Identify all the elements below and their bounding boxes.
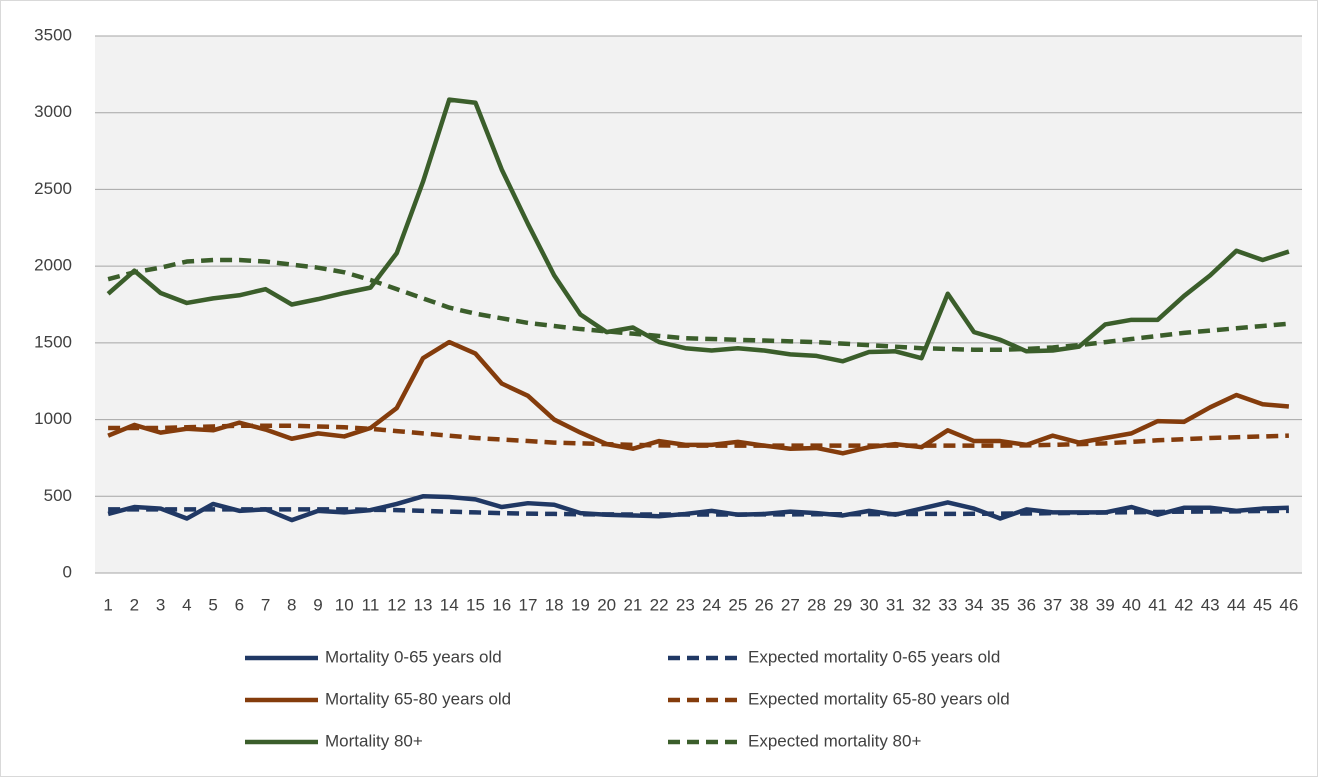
x-tick-label: 11 <box>362 595 380 614</box>
x-tick-label: 3 <box>156 595 165 614</box>
x-tick-label: 41 <box>1148 595 1167 614</box>
x-tick-label: 28 <box>807 595 826 614</box>
x-tick-label: 20 <box>597 595 616 614</box>
x-tick-label: 10 <box>335 595 354 614</box>
x-tick-label: 4 <box>182 595 191 614</box>
y-tick-label: 1000 <box>34 409 72 428</box>
x-tick-label: 27 <box>781 595 800 614</box>
x-tick-label: 38 <box>1070 595 1089 614</box>
legend-label: Mortality 80+ <box>325 731 423 750</box>
x-tick-label: 19 <box>571 595 590 614</box>
x-tick-label: 6 <box>235 595 244 614</box>
legend-label: Expected mortality 65-80 years old <box>748 689 1010 708</box>
y-tick-label: 500 <box>44 486 72 505</box>
x-tick-label: 24 <box>702 595 721 614</box>
x-tick-label: 5 <box>208 595 217 614</box>
x-tick-label: 23 <box>676 595 695 614</box>
x-tick-label: 31 <box>886 595 905 614</box>
legend-label: Mortality 0-65 years old <box>325 647 502 666</box>
x-tick-label: 16 <box>492 595 511 614</box>
series-line <box>108 423 1289 448</box>
x-tick-label: 22 <box>650 595 669 614</box>
x-tick-label: 1 <box>103 595 112 614</box>
x-tick-label: 39 <box>1096 595 1115 614</box>
legend-label: Expected mortality 80+ <box>748 731 921 750</box>
x-tick-label: 36 <box>1017 595 1036 614</box>
legend-label: Mortality 65-80 years old <box>325 689 511 708</box>
x-tick-label: 14 <box>440 595 459 614</box>
series-line <box>106 97 1290 364</box>
x-tick-label: 42 <box>1174 595 1193 614</box>
y-tick-label: 0 <box>63 562 72 581</box>
y-tick-label: 1500 <box>34 332 72 351</box>
x-tick-label: 2 <box>130 595 139 614</box>
x-tick-label: 46 <box>1279 595 1298 614</box>
series-line <box>107 257 1290 353</box>
x-tick-label: 18 <box>545 595 564 614</box>
series-line <box>108 507 1289 517</box>
y-tick-label: 2000 <box>34 256 72 275</box>
x-tick-label: 35 <box>991 595 1010 614</box>
x-tick-label: 13 <box>414 595 433 614</box>
plot-area <box>95 36 1302 573</box>
x-tick-label: 34 <box>965 595 984 614</box>
x-tick-label: 12 <box>387 595 406 614</box>
y-tick-label: 3000 <box>34 102 72 121</box>
x-tick-label: 8 <box>287 595 296 614</box>
y-tick-label: 2500 <box>34 179 72 198</box>
x-tick-label: 7 <box>261 595 270 614</box>
x-tick-label: 9 <box>313 595 322 614</box>
x-tick-label: 25 <box>728 595 747 614</box>
x-tick-label: 21 <box>623 595 642 614</box>
x-tick-label: 45 <box>1253 595 1272 614</box>
x-tick-label: 44 <box>1227 595 1246 614</box>
x-tick-label: 17 <box>518 595 537 614</box>
x-tick-label: 29 <box>833 595 852 614</box>
legend-label: Expected mortality 0-65 years old <box>748 647 1000 666</box>
x-tick-label: 26 <box>755 595 774 614</box>
x-tick-label: 43 <box>1201 595 1220 614</box>
x-tick-label: 32 <box>912 595 931 614</box>
x-tick-label: 37 <box>1043 595 1062 614</box>
y-tick-label: 3500 <box>34 25 72 44</box>
x-tick-label: 15 <box>466 595 485 614</box>
x-tick-label: 40 <box>1122 595 1141 614</box>
x-tick-label: 33 <box>938 595 957 614</box>
x-tick-label: 30 <box>860 595 879 614</box>
